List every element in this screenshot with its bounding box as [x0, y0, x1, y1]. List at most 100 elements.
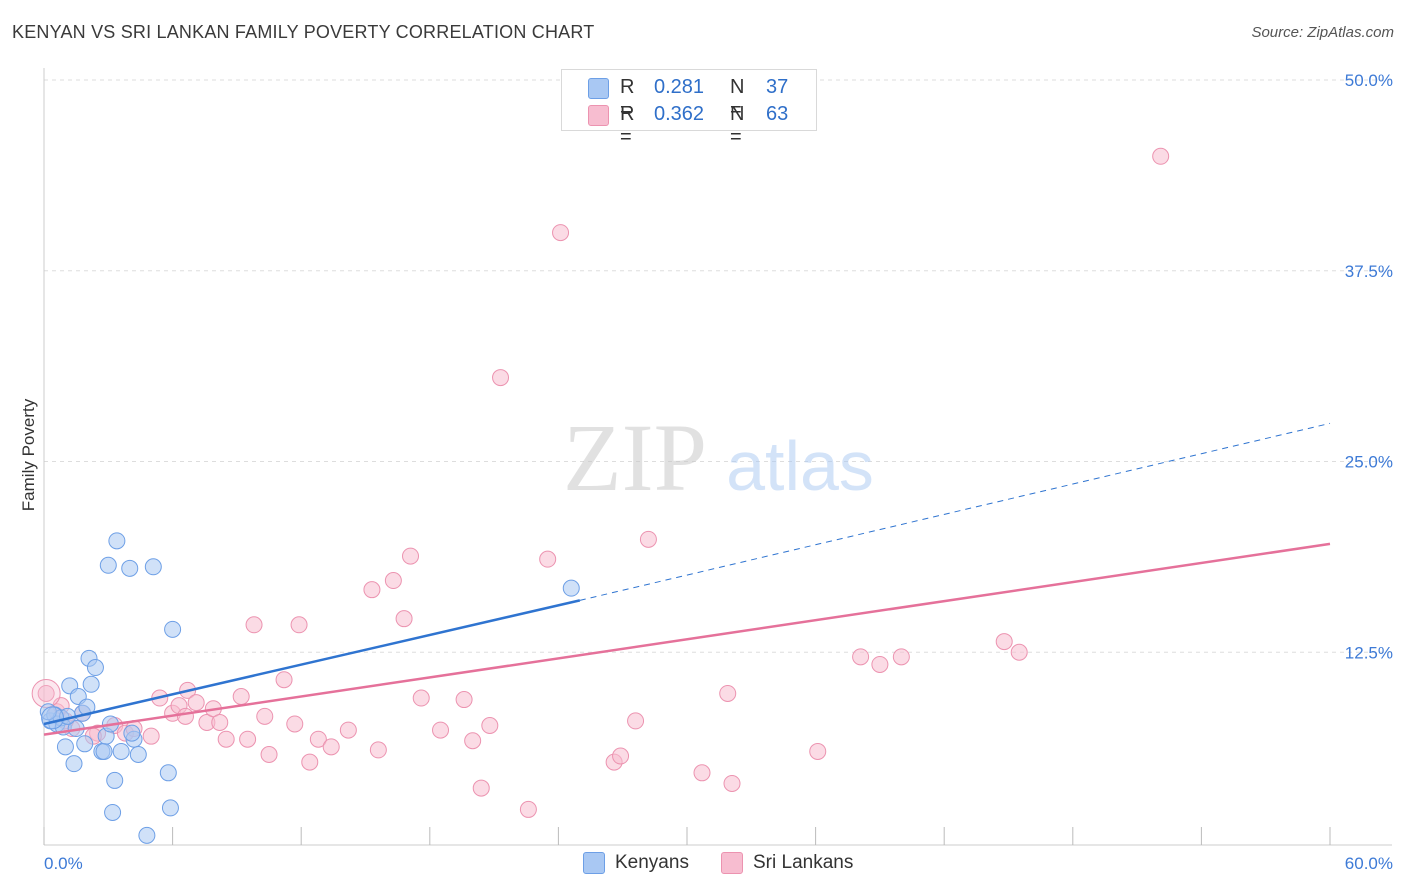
sri-lankan-point [245, 616, 263, 634]
kenyan-point [104, 803, 122, 821]
sri-lankan-point [412, 689, 430, 707]
kenyan-point [108, 532, 126, 550]
legend-n-value: 63 [766, 103, 789, 125]
kenyans-trend-extension [579, 422, 1331, 601]
sri-lankan-point [256, 707, 274, 725]
x-tick-label: 0.0% [44, 854, 83, 873]
axes [43, 68, 1392, 846]
legend-swatch-blue [588, 78, 609, 99]
kenyan-point [562, 579, 580, 597]
sri-lankan-point [369, 741, 387, 759]
kenyan-point [123, 724, 141, 742]
tick-labels: 12.5% 25.0% 37.5% 50.0% 0.0% 60.0% [44, 71, 1393, 873]
sri-lankan-point [852, 648, 870, 666]
sri-lankan-point [260, 745, 278, 763]
kenyan-point [39, 703, 57, 721]
legend-swatch-pink [588, 105, 609, 126]
sri-lankan-point [481, 716, 499, 734]
sri-lankan-point [290, 616, 308, 634]
kenyan-point [164, 620, 182, 638]
sri-lankan-point [639, 530, 657, 548]
kenyan-point [106, 771, 124, 789]
legend-n-value: 37 [766, 76, 789, 98]
trend-lines [43, 422, 1331, 736]
gridlines [44, 79, 1392, 653]
sri-lankan-point [809, 742, 827, 760]
sri-lankan-point [719, 684, 737, 702]
y-axis-label: Family Poverty [19, 398, 38, 511]
sri-lankan-point [402, 547, 420, 565]
sri-lankan-point [693, 764, 711, 782]
x-tick-label: 60.0% [1345, 854, 1393, 873]
sri-lankan-point [239, 730, 257, 748]
bottom-legend-label: Sri Lankans [753, 852, 854, 873]
legend-r-value: 0.281 [654, 76, 705, 98]
kenyan-point [161, 799, 179, 817]
kenyan-point [86, 659, 104, 677]
sri-lankan-point [232, 688, 250, 706]
sri-lankan-point [552, 224, 570, 242]
y-tick-label: 25.0% [1345, 453, 1393, 472]
sri-lankan-point [37, 684, 55, 702]
kenyan-point [41, 706, 65, 730]
kenyan-point [129, 745, 147, 763]
legend-r-value: 0.362 [654, 103, 705, 125]
kenyans-trend-line [43, 599, 581, 726]
sri-lankan-point [723, 774, 741, 792]
sri-lankan-point [395, 610, 413, 628]
kenyans-points [39, 532, 580, 844]
correlation-legend: R = 0.281 N = 37 R = 0.362 N = 63 [561, 69, 817, 148]
bottom-legend-swatch-pink [721, 852, 743, 874]
kenyan-point [76, 735, 94, 753]
sri-lankan-point [492, 369, 510, 387]
sri-lankan-point [612, 747, 630, 765]
sri-lankan-point [384, 572, 402, 590]
kenyan-point [99, 556, 117, 574]
kenyan-point [95, 742, 113, 760]
chart-title: KENYAN VS SRI LANKAN FAMILY POVERTY CORR… [12, 22, 595, 42]
sri-lankan-point [31, 678, 61, 708]
sri-lankan-point [995, 633, 1013, 651]
kenyan-point [82, 675, 100, 693]
kenyan-point [144, 558, 162, 576]
sri-lankan-point [322, 738, 340, 756]
kenyan-point [56, 738, 74, 756]
sri-lankan-point [539, 550, 557, 568]
kenyan-point [65, 755, 83, 773]
sri-lankan-point [211, 713, 229, 731]
sri-lankan-point [286, 715, 304, 733]
sri-lankan-point [275, 671, 293, 689]
sri-lankan-point [217, 730, 235, 748]
sri-lankan-point [301, 753, 319, 771]
legend-n-label: N = [730, 103, 745, 148]
kenyan-point [121, 559, 139, 577]
watermark-atlas: atlas [726, 427, 874, 505]
sri-lankan-point [892, 648, 910, 666]
kenyan-point [112, 742, 130, 760]
sri-lankan-point [432, 721, 450, 739]
legend-n-label: N = [730, 76, 745, 121]
sri-lankan-point [1152, 147, 1170, 165]
bottom-legend-swatch-blue [583, 852, 605, 874]
sri-lankan-point [871, 655, 889, 673]
sri-lankan-point [142, 727, 160, 745]
sri-lankan-point [455, 691, 473, 709]
kenyan-point [138, 826, 156, 844]
kenyan-point [159, 764, 177, 782]
legend-r-label: R = [620, 76, 635, 121]
sri-lankan-point [472, 779, 490, 797]
legend-r-label: R = [620, 103, 635, 148]
sri-lankan-point [519, 800, 537, 818]
watermark-zip: ZIP [563, 404, 707, 511]
sri-lankan-point [1010, 643, 1028, 661]
sri-lankan-point [309, 730, 327, 748]
y-tick-label: 12.5% [1345, 643, 1393, 662]
y-tick-label: 37.5% [1345, 262, 1393, 281]
sri-lankan-point [464, 732, 482, 750]
sri-lankan-point [339, 721, 357, 739]
bottom-legend-label: Kenyans [615, 852, 689, 873]
sri-lankan-point [176, 707, 194, 725]
sri-lankans-trend-line [43, 542, 1331, 736]
sri-lankan-point [363, 581, 381, 599]
